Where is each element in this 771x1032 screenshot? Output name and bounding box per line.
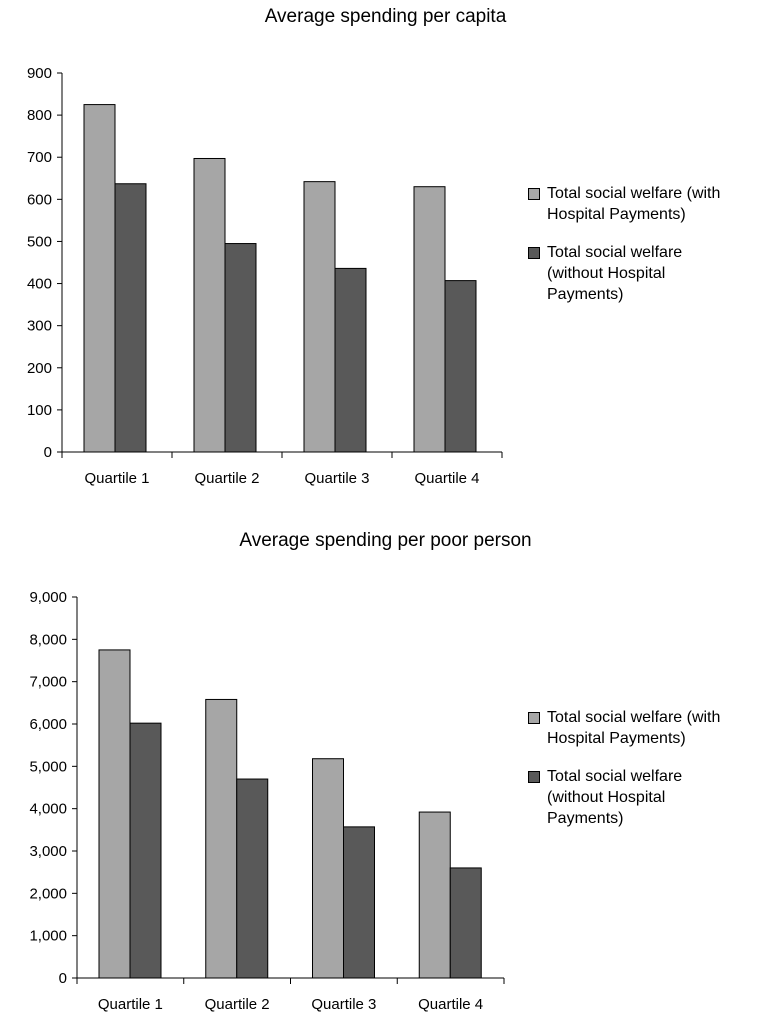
per-capita-legend: Total social welfare (with Hospital Payme… xyxy=(528,183,771,322)
x-category-label: Quartile 4 xyxy=(418,996,483,1013)
bar-with-hospital-3 xyxy=(312,758,344,979)
x-category-label: Quartile 1 xyxy=(98,996,163,1013)
bar-without-hospital-1 xyxy=(114,183,147,453)
y-tick-label: 600 xyxy=(27,191,52,208)
bar-without-hospital-3 xyxy=(334,267,367,453)
bar-without-hospital-1 xyxy=(129,722,162,979)
y-tick-label: 900 xyxy=(27,65,52,82)
y-tick-label: 0 xyxy=(59,970,67,987)
y-tick-label: 4,000 xyxy=(29,801,67,818)
y-tick-label: 3,000 xyxy=(29,843,67,860)
x-category-label: Quartile 2 xyxy=(194,470,259,487)
legend-swatch xyxy=(528,247,540,259)
bar-without-hospital-3 xyxy=(343,826,375,979)
bar-with-hospital-3 xyxy=(303,181,336,453)
bar-without-hospital-2 xyxy=(236,778,269,979)
legend-label-line: Total social welfare xyxy=(547,244,683,261)
per-capita-chart: Average spending per capita 0 100 200 300 40… xyxy=(0,0,771,510)
x-category-label: Quartile 2 xyxy=(205,996,270,1013)
per-poor-person-chart: Average spending per poor person 0 1,000 2… xyxy=(0,522,771,1032)
bar-with-hospital-1 xyxy=(83,104,116,453)
x-category-label: Quartile 3 xyxy=(304,470,369,487)
legend-label-line: Total social welfare (with xyxy=(547,709,721,726)
y-tick-label: 5,000 xyxy=(29,758,67,775)
legend-label-line: (without Hospital xyxy=(547,789,666,806)
legend-label-line: Payments) xyxy=(547,286,624,303)
bar-with-hospital-2 xyxy=(205,698,238,979)
legend-label-line: Total social welfare (with xyxy=(547,185,721,202)
legend-swatch xyxy=(528,771,540,783)
bar-with-hospital-2 xyxy=(193,157,226,453)
legend-label-line: Hospital Payments) xyxy=(547,206,686,223)
y-tick-label: 7,000 xyxy=(29,674,67,691)
y-tick-label: 800 xyxy=(27,107,52,124)
per-capita-plot: 0 100 200 300 400 500 600 700 800 900 Quartile 1 Qu… xyxy=(27,65,503,487)
y-tick-label: 200 xyxy=(27,360,52,377)
y-tick-label: 1,000 xyxy=(29,928,67,945)
y-tick-label: 9,000 xyxy=(29,589,67,606)
y-tick-label: 6,000 xyxy=(29,716,67,733)
legend-item-with-hospital: Total social welfare (with Hospital Payme… xyxy=(528,707,771,749)
bar-with-hospital-4 xyxy=(418,811,451,979)
legend-swatch xyxy=(528,712,540,724)
y-tick-label: 500 xyxy=(27,233,52,250)
bar-with-hospital-4 xyxy=(413,186,446,453)
y-tick-label: 0 xyxy=(44,444,52,461)
x-category-label: Quartile 4 xyxy=(414,470,479,487)
x-category-label: Quartile 3 xyxy=(311,996,376,1013)
legend-item-without-hospital: Total social welfare (without Hospital Pay… xyxy=(528,242,771,305)
y-tick-label: 100 xyxy=(27,402,52,419)
bar-without-hospital-2 xyxy=(224,243,257,453)
legend-swatch xyxy=(528,188,540,200)
y-tick-label: 8,000 xyxy=(29,631,67,648)
legend-label-line: (without Hospital xyxy=(547,265,666,282)
legend-label-line: Total social welfare xyxy=(547,768,683,785)
y-tick-label: 2,000 xyxy=(29,885,67,902)
per-poor-person-legend: Total social welfare (with Hospital Payme… xyxy=(528,707,771,846)
bar-without-hospital-4 xyxy=(449,867,482,979)
per-poor-person-plot: 0 1,000 2,000 3,000 4,000 5,000 6,000 7,000 8,00… xyxy=(29,589,505,1013)
chart-title: Average spending per capita xyxy=(264,6,507,27)
y-tick-label: 700 xyxy=(27,149,52,166)
y-tick-label: 300 xyxy=(27,318,52,335)
bar-with-hospital-1 xyxy=(98,649,131,979)
y-tick-label: 400 xyxy=(27,276,52,293)
legend-label-line: Payments) xyxy=(547,810,624,827)
legend-item-with-hospital: Total social welfare (with Hospital Payme… xyxy=(528,183,771,225)
x-category-label: Quartile 1 xyxy=(84,470,149,487)
chart-title: Average spending per poor person xyxy=(239,530,532,551)
legend-item-without-hospital: Total social welfare (without Hospital Pay… xyxy=(528,766,771,829)
bar-without-hospital-4 xyxy=(444,280,477,453)
legend-label-line: Hospital Payments) xyxy=(547,730,686,747)
